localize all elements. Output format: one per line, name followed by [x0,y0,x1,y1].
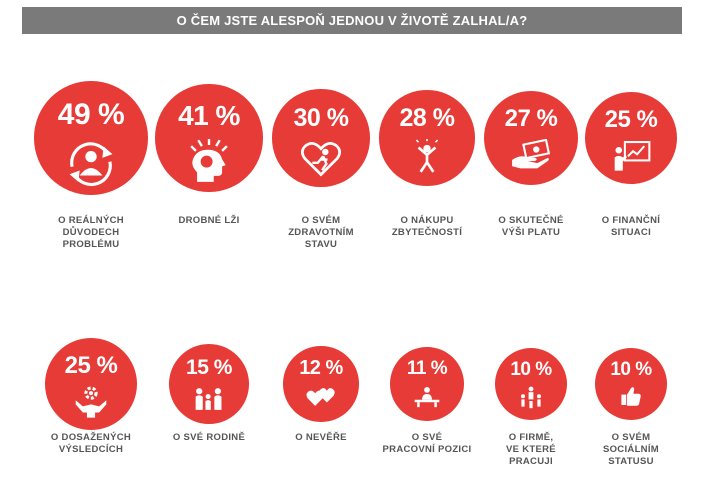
category-label: O NÁKUPU ZBYTEČNOSTÍ [372,215,482,239]
category-label: O REÁLNÝCH DŮVODECH PROBLÉMU [36,215,146,251]
hearts-icon [305,384,337,412]
bubble-circle: 12 % [283,346,359,422]
category-label: O NEVĚŘE [266,432,376,444]
head-thoughts-icon [185,139,233,190]
bubble-circle: 27 % [483,90,579,186]
value-label: 30 % [293,104,349,133]
category-label-line: O FINANČNÍ [601,215,661,226]
category-label-line: DŮVODECH [62,227,120,238]
bubble-circle: 25 % [45,338,137,430]
category-label-line: ZBYTEČNOSTÍ [391,227,463,238]
title-bar: O ČEM JSTE ALESPOŇ JEDNOU V ŽIVOTĚ ZALHA… [22,7,682,34]
category-label-line: ZDRAVOTNÍM [288,227,354,238]
gear-person-icon [73,385,110,425]
category-label-line: STAVU [304,239,338,250]
desk-person-icon [412,385,442,412]
category-label: O FINANČNÍ SITUACI [576,215,686,239]
jumping-person-icon [409,139,445,180]
value-label: 10 % [610,358,652,380]
category-label: O SVÉ PRACOVNÍ POZICI [372,432,482,456]
category-label-line: DROBNÉ LŽI [178,215,240,226]
category-label-line: O REÁLNÝCH [58,215,124,226]
person-cycle-icon [62,139,120,196]
category-label-line: O SVÉ RODINĚ [172,432,246,443]
category-label-line: O SVÉM [301,215,341,226]
category-label: O SKUTEČNÉ VÝŠI PLATU [476,215,586,239]
category-label-line: O DOSAŽENÝCH [50,432,132,443]
value-label: 28 % [399,104,455,133]
value-label: 25 % [64,352,118,379]
value-label: 10 % [510,358,552,380]
value-label: 11 % [406,358,448,380]
value-label: 49 % [57,98,125,132]
category-label-line: O NÁKUPU [400,215,454,226]
category-label: O FIRMĚ, VE KTERÉ PRACUJI [476,432,586,468]
chart-title: O ČEM JSTE ALESPOŇ JEDNOU V ŽIVOTĚ ZALHA… [176,13,528,28]
category-label-line: O SKUTEČNÉ [498,215,564,226]
category-label-line: O SVÉM [611,432,651,443]
category-label: O DOSAŽENÝCH VÝSLEDCÍCH [36,432,146,456]
team-icon [517,385,544,413]
bubble-circle: 10 % [494,347,568,421]
bubble-circle: 41 % [155,84,263,192]
value-label: 41 % [178,100,240,132]
family-icon [192,385,226,416]
category-label: DROBNÉ LŽI [154,215,264,227]
category-label-line: PROBLÉMU [62,239,120,250]
category-label-line: STATUSU [608,456,654,467]
category-label-line: VÝŠI PLATU [501,227,561,238]
presentation-chart-icon [611,139,652,179]
bubble-circle: 49 % [34,81,148,195]
bubble-circle: 15 % [169,344,249,424]
bubble-circle: 30 % [272,89,370,187]
category-label-line: PRACUJI [509,456,553,467]
bubble-circle: 25 % [585,92,677,184]
category-label: O SVÉM SOCIÁLNÍM STATUSU [576,432,686,468]
heart-runner-icon [299,139,342,183]
category-label-line: PRACOVNÍ POZICI [382,444,472,455]
category-label: O SVÉM ZDRAVOTNÍM STAVU [266,215,376,251]
category-label-line: VE KTERÉ [506,444,556,455]
value-label: 15 % [186,356,232,380]
thumbs-up-icon [619,385,643,411]
money-hand-icon [510,138,552,176]
category-label-line: SITUACI [610,227,652,238]
value-label: 12 % [299,357,343,380]
category-label: O SVÉ RODINĚ [154,432,264,444]
bubble-circle: 11 % [390,347,464,421]
value-label: 27 % [504,104,558,132]
value-label: 25 % [604,106,658,133]
category-label-line: SOCIÁLNÍM [602,444,659,455]
category-label-line: O SVÉ [411,432,443,443]
category-label-line: O FIRMĚ, [508,432,554,443]
category-label-line: VÝSLEDCÍCH [58,444,124,455]
bubble-circle: 10 % [594,347,668,421]
bubble-circle: 28 % [379,90,475,186]
category-label-line: O NEVĚŘE [295,432,347,443]
